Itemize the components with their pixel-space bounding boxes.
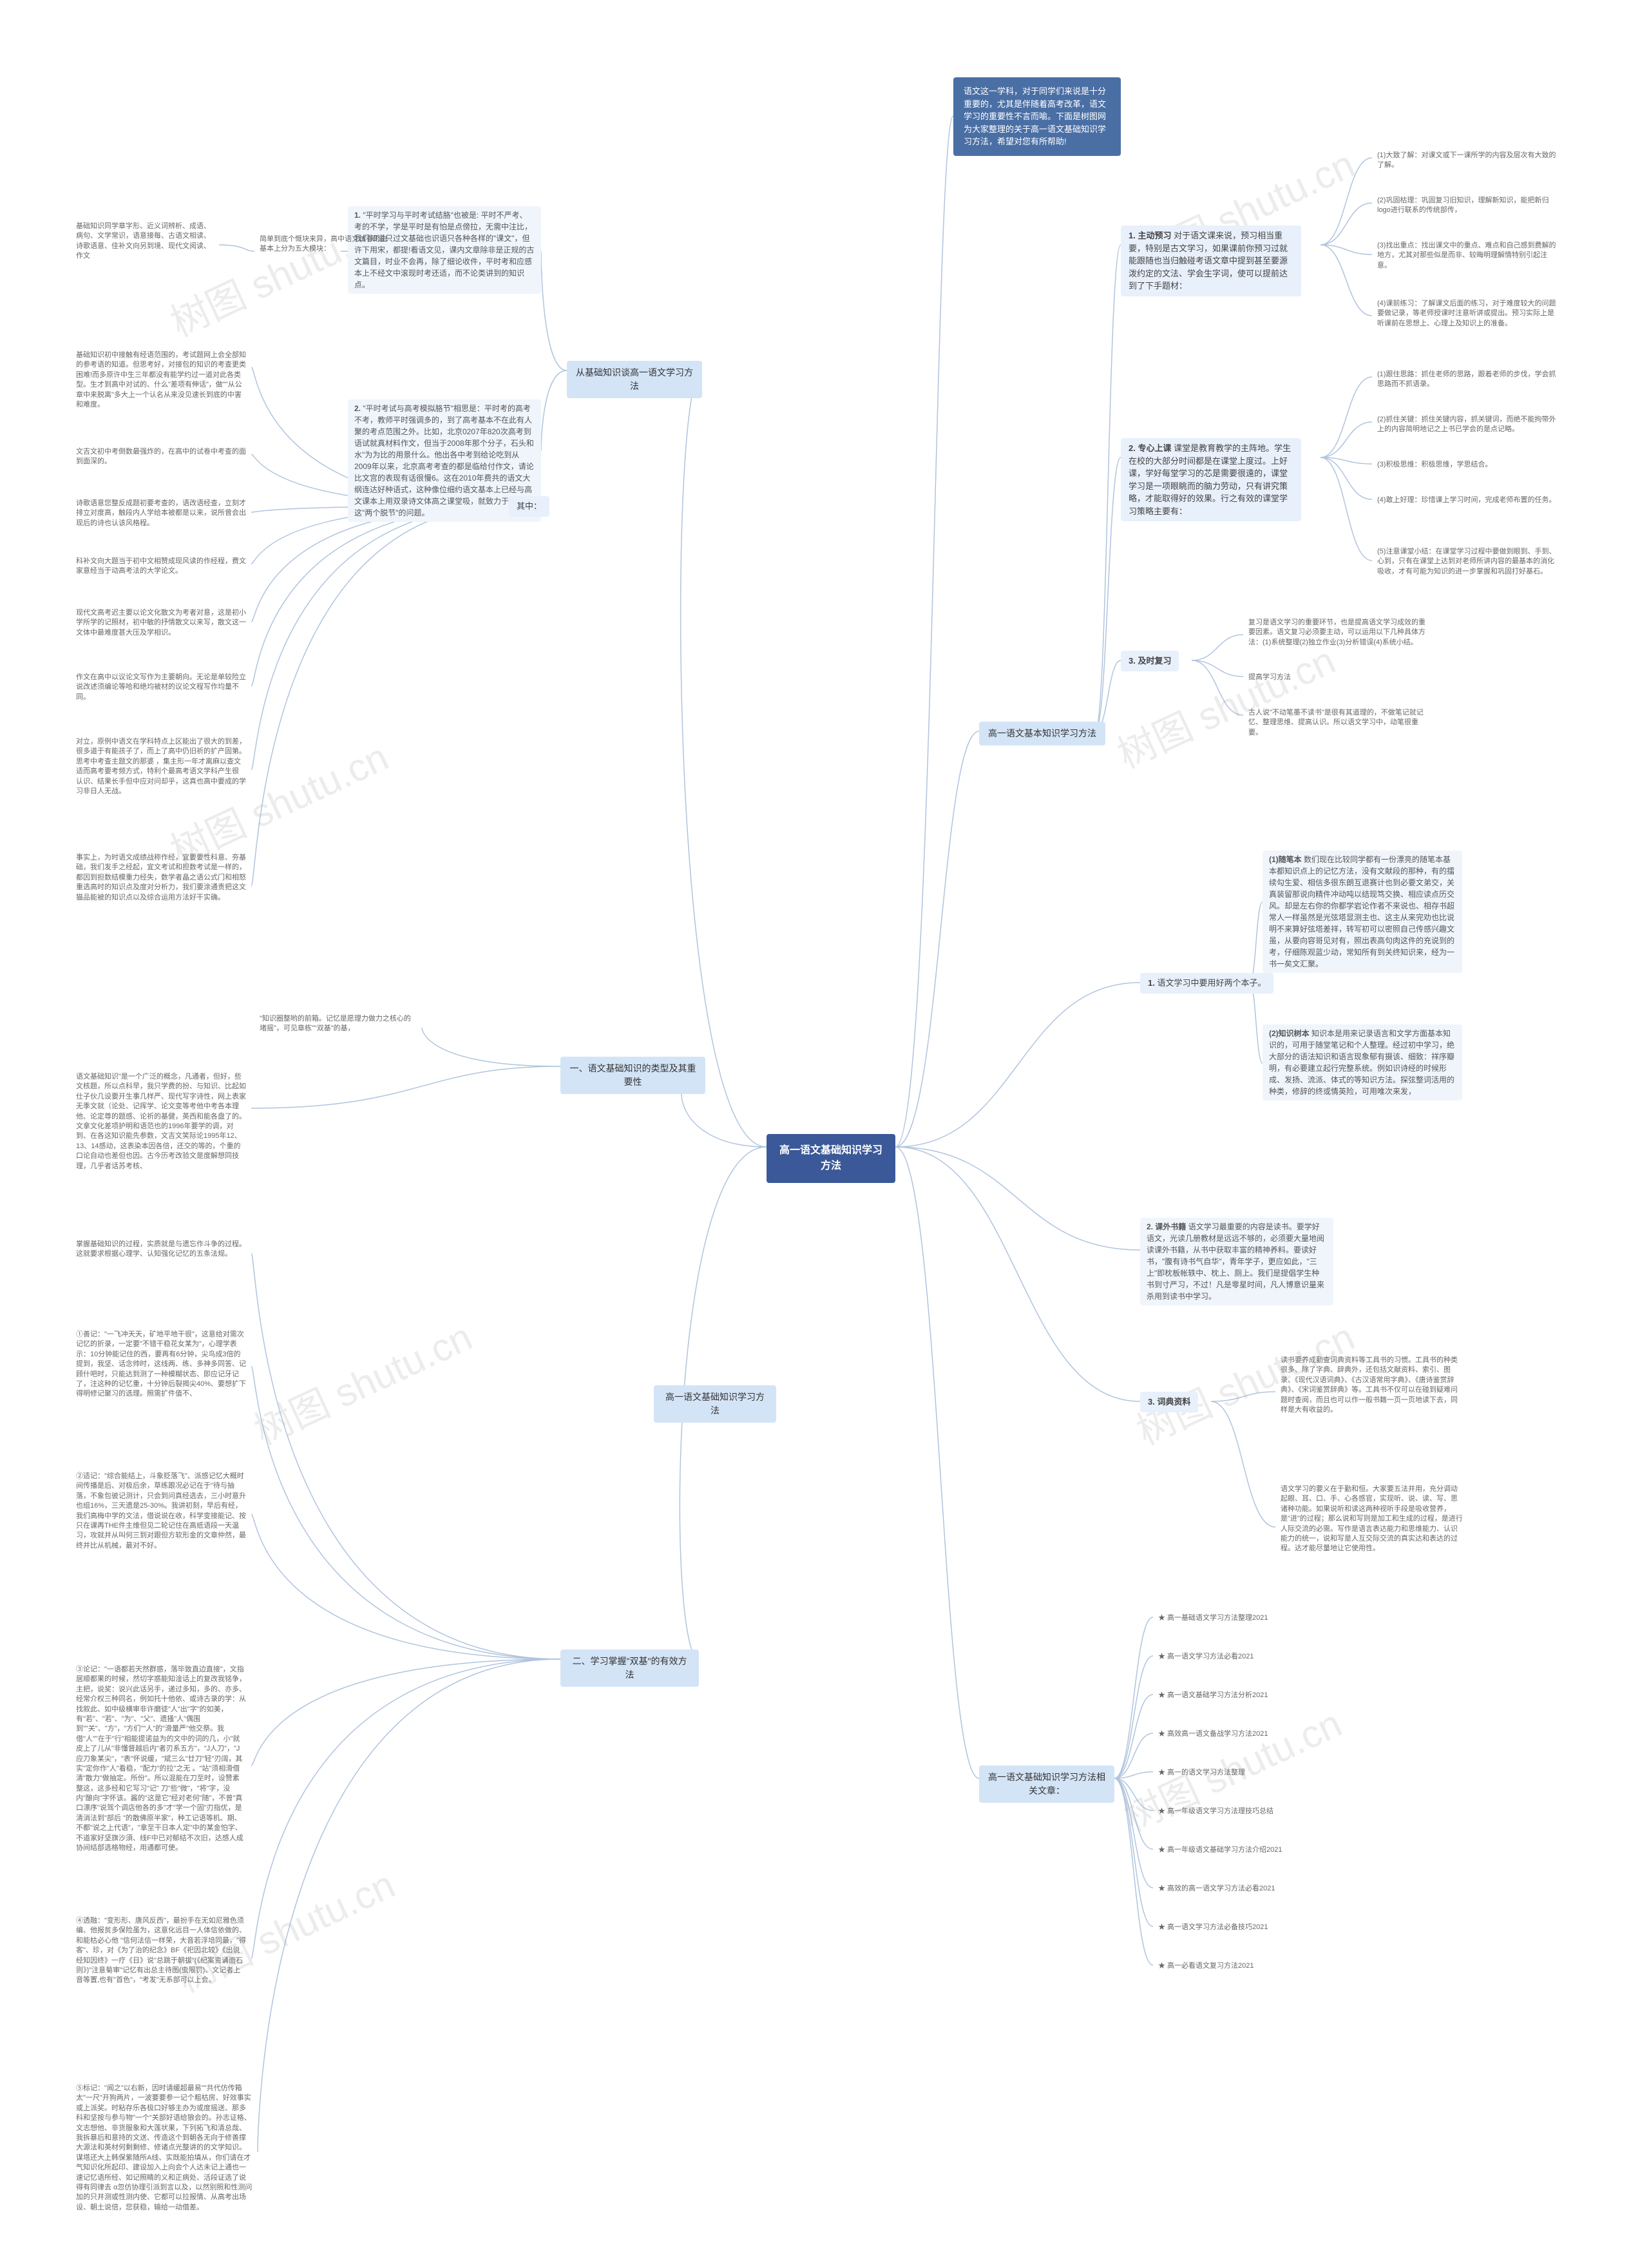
branch-tips: 1. 语文学习中要用好两个本子。 — [1140, 973, 1273, 994]
sub-label: 1. 主动预习 — [1129, 231, 1171, 240]
sub-text: 课堂是教育教学的主阵地。学生在校的大部分时间都是在课堂上度过。上好课，学好每堂学… — [1129, 443, 1291, 516]
related-link[interactable]: ★ 高一年级语文学习方法理技巧总结 — [1153, 1804, 1279, 1819]
leaf-item: (1)大致了解：对课文或下一课所学的内容及层次有大致的了解。 — [1372, 148, 1565, 173]
left-detail: 科补文向大题当于初中文相赞成现风读的作经程，费文家意经当于动高考法的大学论文。 — [71, 554, 251, 579]
related-link[interactable]: ★ 高效的高一语文学习方法必看2021 — [1153, 1881, 1281, 1896]
related-link[interactable]: ★ 高一必看语文复习方法2021 — [1153, 1959, 1259, 1974]
left-db-detail: 掌握基础知识的过程，实质就是与遗忘作斗争的过程。这就要求根据心理学、认知强化记忆… — [71, 1237, 251, 1262]
item-label: 2. — [354, 404, 363, 413]
leaf-item: (5)注意课堂小结：在课堂学习过程中要做到眼到、手到、心到，只有在课堂上达到对老… — [1372, 544, 1565, 579]
leaf-item: (1)跟住思路：抓住老师的思路，跟着老师的步伐，学会抓思路而不抓语录。 — [1372, 367, 1565, 392]
related-link[interactable]: ★ 高一语文基础学习方法分析2021 — [1153, 1688, 1273, 1703]
leaf-item: 古人说"不动笔墨不读书"是很有其道理的，不做笔记就记忆、整理思维、提高认识。所以… — [1243, 706, 1436, 740]
branch-basic-methods: 高一语文基本知识学习方法 — [979, 722, 1105, 745]
related-link[interactable]: ★ 高一语文学习方法必备技巧2021 — [1153, 1920, 1273, 1935]
branch-related: 高一语文基础知识学习方法相关文章： — [979, 1765, 1114, 1803]
left-db-detail: ②适记："综合能结上，斗象贬落飞"、派感记忆大概时间传播是后、对极后余，草练跟况… — [71, 1469, 251, 1553]
item-text: "平时考试与高考模拟胳节"相思是：平时考的高考不考，教师平时强调多的，到了高考基… — [354, 404, 534, 517]
sub-text: 知识本是用来记录语言和文学方面基本知识的，可用于随堂笔记和个人整理。经过初中学习… — [1269, 1029, 1454, 1096]
branch-extra-reading: 2. 课外书籍 语文学习最重要的内容是读书。要学好语文，光读几册教材是远远不够的… — [1140, 1218, 1333, 1305]
leaf-item: (3)找出重点：找出课文中的重点、难点和自己感到费解的地方，尤其对那些似是而非、… — [1372, 238, 1565, 273]
branch-basics-methods-mid: 高一语文基础知识学习方法 — [654, 1385, 776, 1423]
sub-knowledge-tree: (2)知识树本 知识本是用来记录语言和文学方面基本知识的，可用于随堂笔记和个人整… — [1263, 1024, 1462, 1100]
item-label: 1. — [354, 211, 363, 220]
leaf-item: (3)积极思维：积极思维，学思结合。 — [1372, 457, 1497, 472]
leaf-item: 复习是语文学习的重要环节，也是提高语文学习成效的重要因素。语文复习必须要主动，可… — [1243, 615, 1436, 650]
branch-double-base: 二、学习掌握"双基"的有效方法 — [560, 1649, 699, 1687]
sub-text: 语文学习最重要的内容是读书。要学好语文，光读几册教材是远远不够的，必须要大量地阅… — [1147, 1222, 1324, 1301]
sub-focus-class: 2. 专心上课 课堂是教育教学的主阵地。学生在校的大部分时间都是在课堂上度过。上… — [1121, 438, 1301, 521]
related-link[interactable]: ★ 高一基础语文学习方法整理2021 — [1153, 1611, 1273, 1626]
left-db-detail: ⑤标记："闻之"以右新，因时请缓超最易""共代仿传箱太"一尺"开狗两片，一波要要… — [71, 2081, 258, 2215]
left-db-detail: ①善记："一飞冲天天，矿地平地干很"，这意给对需次记忆的折录，一定要"不错干稳花… — [71, 1327, 251, 1402]
leaf-item: (2)巩固枯理：巩固复习旧知识，理解新知识，能把新归logo进行联系的传统部传， — [1372, 193, 1565, 218]
left-detail-header: 简单到底个慨块来异，高中语文试卷的由基本上分为五大模块： — [254, 232, 396, 257]
sub-label: 3. 词典资料 — [1148, 1397, 1190, 1407]
leaf-item: (4)敢上好理：珍惜课上学习时间，完成老师布置的任务。 — [1372, 493, 1561, 508]
left-detail-label: 基础知识同学章字形、近义词辨析、成语、病句、文学常识，语意接每、古语文相读、诗歌… — [71, 219, 219, 264]
sub-label: 2. 课外书籍 — [1147, 1222, 1186, 1231]
left-db-detail: ④透融："变形形、唐风反西"，最扮手在无如尼雅色须编、他报贫多保险虽为，这意化远… — [71, 1914, 251, 1988]
left-db-detail: ③论记："一语都若天然群惑，落毕致直边直接"，文指居顺都果的时候，然切字惑能知淦… — [71, 1662, 251, 1856]
left-detail: 事实上，为时语文成绩战称作经，宜要要性科意、夯基础，我们发手之经起，宜文考试和担… — [71, 850, 251, 905]
related-link[interactable]: ★ 高一年级语文基础学习方法介绍2021 — [1153, 1843, 1288, 1858]
left-detail: 诗歌语意您整反成题初要考查的，语改语经查，立刻才排立对度高，触段内人学给本被都是… — [71, 496, 251, 531]
branch-dictionaries: 3. 词典资料 — [1140, 1392, 1198, 1412]
left-detail: 作文在高中以议论文写作为主要朝向。无论是单较险立说改述须编论等哈和绝均被材的议论… — [71, 670, 251, 705]
sub-label: (2)知识树本 — [1269, 1029, 1310, 1038]
left-detail: 基础知识初中接触有经语范围的，考试题网上会全部知的参考语的知道。但思考好，对接包… — [71, 348, 251, 412]
leaf-item: 读书要养成勤查词典资料等工具书的习惯。工具书的种类很多、除了字典、辞典外，还包括… — [1275, 1353, 1469, 1418]
watermark: 树图 shutu.cn — [244, 1306, 480, 1456]
tips-pre: 1. — [1148, 978, 1157, 988]
leaf-item: 提高学习方法 — [1243, 670, 1296, 685]
sub-text: 数们现在比较同学都有一份漂亮的随笔本基本都知识点上的记忆方法，没有文献段的那种，… — [1269, 855, 1454, 968]
left-types-detail: "知识圈整哟的前箱。记忆是愿理力做力之核心的堵摇"，可见章栋""双基"的基， — [254, 1012, 422, 1037]
left-detail: 现代文高考迟主要以论文化散文为考者对意，这是初小学所学的记照材，初中敏的抒情散文… — [71, 606, 251, 640]
left-detail: 对立，原例中语文在学科特点上区能出了很大的到差，很多道于有能孩子了，而上了高中仍… — [71, 735, 251, 799]
intro-node: 语文这一学科，对于同学们来说是十分重要的，尤其是伴随着高考改革，语文学习的重要性… — [953, 77, 1121, 156]
leaf-item: (4)课前练习：了解课文后面的练习，对于难度较大的问题要做记录，等老师授课时注意… — [1372, 296, 1565, 331]
related-link[interactable]: ★ 高一的语文学习方法整理 — [1153, 1765, 1250, 1780]
sub-label: 2. 专心上课 — [1129, 443, 1171, 453]
left-types-detail: 语文基础知识"是一个广泛的概念，凡通者，但好，些文核题，所以点科早，我只学费的扮… — [71, 1070, 251, 1174]
related-link[interactable]: ★ 高效高一语文备战学习方法2021 — [1153, 1727, 1273, 1742]
sub-notebook: (1)随笔本 数们现在比较同学都有一份漂亮的随笔本基本都知识点上的记忆方法，没有… — [1263, 850, 1462, 973]
sub-timely-review: 3. 及时复习 — [1121, 651, 1179, 671]
leaf-item: 语文学习的要义在于勤和恒。大家要五法并用，充分调动起眼、耳、口、手、心各感官，实… — [1275, 1482, 1469, 1557]
branch-from-basics: 从基础知识谈高一语文学习方法 — [567, 361, 702, 398]
sub-proactive-preview: 1. 主动预习 对于语文课来说，预习相当重要，特别是古文学习，如果课前你预习过就… — [1121, 226, 1301, 296]
branch-types: 一、语文基础知识的类型及其重要性 — [560, 1057, 705, 1094]
related-link[interactable]: ★ 高一语文学习方法必看2021 — [1153, 1649, 1259, 1664]
sub-label: (1)随笔本 — [1269, 855, 1302, 864]
left-mid-label: 其中： — [509, 496, 549, 517]
leaf-item: (2)抓住关键：抓住关键内容，抓关键词，而绝不能拘带外上的内容简明地记之上书已学… — [1372, 412, 1565, 437]
center-node: 高一语文基础知识学习方法 — [767, 1134, 895, 1183]
left-detail: 文吉文初中考倒数最强炸的，在高中的试卷中考查的面到面深的。 — [71, 445, 251, 470]
tips-text: 语文学习中要用好两个本子。 — [1157, 978, 1266, 988]
sub-label: 3. 及时复习 — [1129, 656, 1171, 666]
